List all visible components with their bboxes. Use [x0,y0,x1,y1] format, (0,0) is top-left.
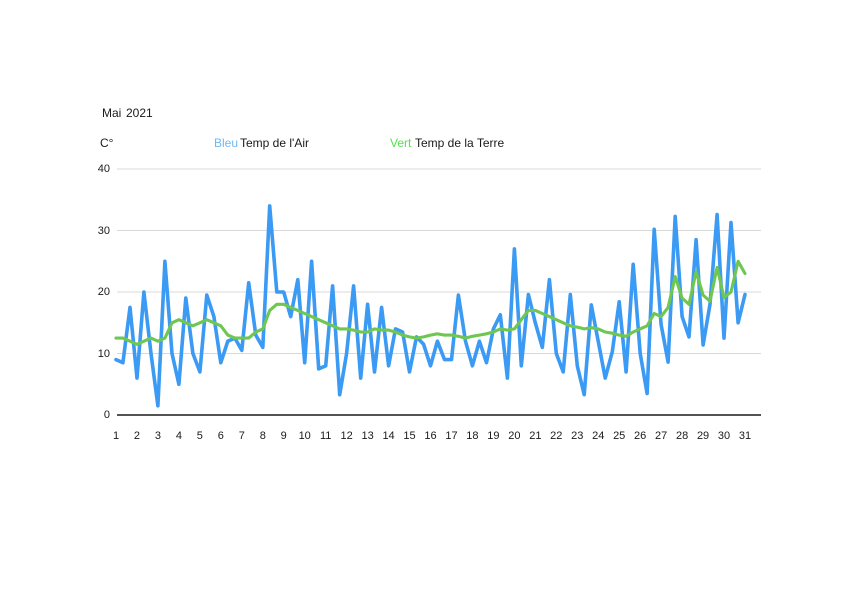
x-tick-label-1: 1 [112,430,120,442]
series-line-air [114,204,747,408]
x-tick-label-31: 31 [738,430,752,442]
x-tick-label-2: 2 [133,430,141,442]
x-tick-label-23: 23 [571,430,584,442]
x-tick-label-29: 29 [696,430,710,442]
x-tick-label-22: 22 [550,430,563,442]
chart-title-month: Mai [102,106,122,120]
x-tick-label-4: 4 [175,430,182,442]
x-tick-label-6: 6 [217,430,224,442]
y-tick-label-10: 10 [97,347,110,360]
x-tick-label-7: 7 [238,430,245,442]
x-tick-label-28: 28 [675,430,689,442]
y-axis-unit-label: C° [100,136,114,150]
y-tick-label-40: 40 [97,163,110,175]
x-tick-label-20: 20 [508,430,521,442]
x-tick-label-19: 19 [487,430,500,442]
x-tick-label-11: 11 [319,430,332,442]
y-tick-label-30: 30 [97,224,110,237]
x-tick-label-9: 9 [280,430,287,442]
x-tick-label-10: 10 [298,430,311,442]
x-tick-label-27: 27 [655,430,668,442]
x-tick-label-12: 12 [340,430,353,442]
x-tick-label-13: 13 [361,430,374,442]
y-tick-label-20: 20 [97,286,110,298]
chart-title-year: 2021 [126,106,153,120]
x-tick-label-3: 3 [154,430,161,442]
legend-soil-color-word: Vert [390,136,412,150]
y-tick-label-0: 0 [103,409,110,421]
x-tick-label-17: 17 [445,430,458,442]
legend-air-series-label: Temp de l'Air [240,136,309,150]
x-tick-label-18: 18 [466,430,479,442]
x-tick-label-26: 26 [634,430,647,442]
x-tick-label-14: 14 [382,430,395,442]
series-line-soil [114,259,747,346]
x-tick-label-21: 21 [529,430,542,442]
legend-air-color-word: Bleu [214,136,239,150]
x-tick-label-30: 30 [717,430,731,442]
x-tick-label-16: 16 [424,430,437,442]
x-tick-label-25: 25 [613,430,626,442]
legend-soil-series-label: Temp de la Terre [415,136,505,150]
x-tick-label-5: 5 [196,430,203,442]
x-tick-label-24: 24 [592,430,605,442]
x-tick-label-8: 8 [259,430,266,442]
x-tick-label-15: 15 [403,430,416,442]
